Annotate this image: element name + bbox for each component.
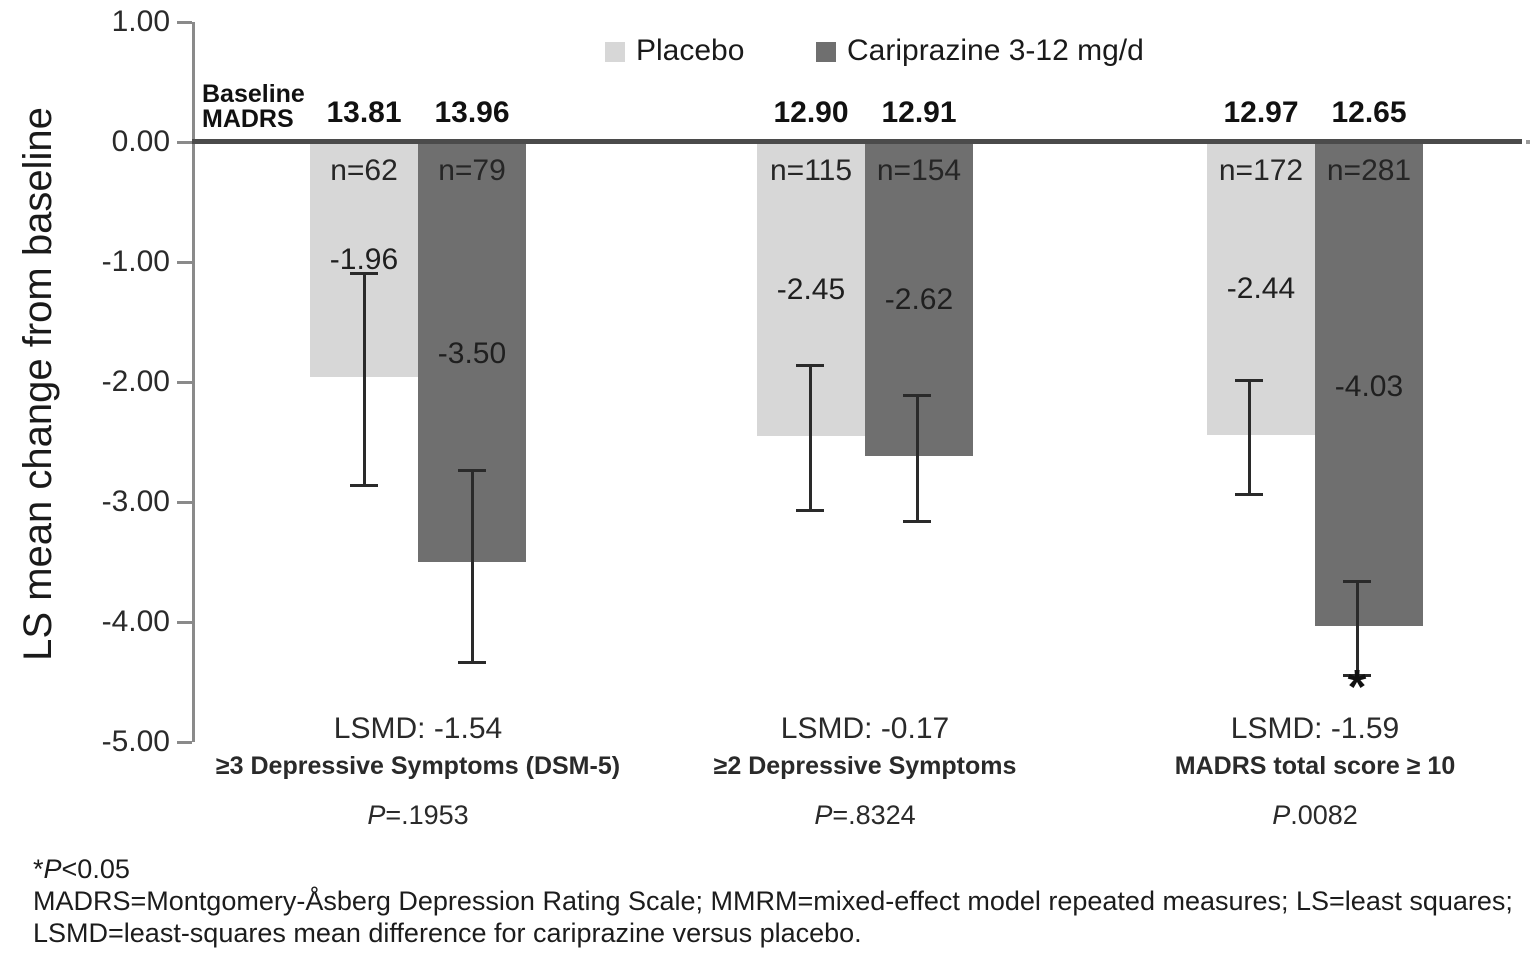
error-bar-top-cap <box>458 468 486 472</box>
n-label: n=115 <box>769 154 853 187</box>
y-tick-mark <box>177 381 192 384</box>
y-tick-label: 1.00 <box>111 5 170 38</box>
y-axis-line <box>192 22 195 742</box>
baseline-madrs-header-line: Baseline <box>202 80 305 108</box>
n-label: n=79 <box>438 154 506 187</box>
group-subgroup-label: MADRS total score ≥ 10 <box>1174 752 1456 780</box>
error-bar-bottom-cap <box>1343 673 1371 677</box>
error-bar-line <box>363 272 366 486</box>
y-tick-label: -3.00 <box>101 485 170 518</box>
bar-value-label: -2.45 <box>776 272 846 306</box>
bar-value-label: -4.03 <box>1334 369 1404 403</box>
y-tick-mark <box>177 501 192 504</box>
baseline-madrs-value: 12.97 <box>1223 96 1299 129</box>
error-bar-line <box>1248 379 1251 494</box>
legend-swatch-cariprazine <box>816 42 836 62</box>
error-bar-bottom-cap <box>1235 492 1263 496</box>
error-bar-line <box>916 395 919 522</box>
n-label: n=172 <box>1218 154 1304 187</box>
bar-value-label: -2.44 <box>1226 272 1296 306</box>
y-tick-label: -2.00 <box>101 365 170 398</box>
baseline-madrs-header: Baseline MADRS <box>202 82 305 132</box>
n-label: n=281 <box>1326 154 1412 187</box>
footnote-line: MADRS=Montgomery-Åsberg Depression Ratin… <box>33 886 1513 916</box>
bar-cariprazine <box>1315 144 1423 626</box>
error-bar-bottom-cap <box>350 484 378 488</box>
bar-placebo <box>1207 144 1315 435</box>
y-tick-label: -4.00 <box>101 605 170 638</box>
legend-label-cariprazine: Cariprazine 3-12 mg/d <box>847 34 1144 67</box>
zero-baseline-end-dash <box>1526 140 1530 144</box>
group-subgroup-label: ≥3 Depressive Symptoms (DSM-5) <box>215 752 621 780</box>
baseline-madrs-value: 12.65 <box>1331 96 1407 129</box>
significance-asterisk: * <box>1347 661 1367 714</box>
group-lsmd-label: LSMD: -1.59 <box>1230 712 1400 745</box>
n-label: n=62 <box>330 154 398 187</box>
legend-swatch-placebo <box>605 42 625 62</box>
group-p-value: P=.1953 <box>367 800 469 830</box>
y-tick-mark <box>177 261 192 264</box>
baseline-madrs-header-line: MADRS <box>202 105 294 133</box>
y-tick-label: -1.00 <box>101 245 170 278</box>
error-bar-bottom-cap <box>458 660 486 664</box>
bar-cariprazine <box>865 144 973 457</box>
footnote-line: *P<0.05 <box>33 854 130 884</box>
error-bar-bottom-cap <box>796 509 824 513</box>
group-subgroup-label: ≥2 Depressive Symptoms <box>713 752 1017 780</box>
error-bar-bottom-cap <box>903 520 931 524</box>
error-bar-line <box>1356 581 1359 675</box>
y-tick-mark <box>177 621 192 624</box>
n-label: n=154 <box>876 154 962 187</box>
group-p-value: P=.8324 <box>814 800 916 830</box>
error-bar-top-cap <box>350 271 378 275</box>
group-lsmd-label: LSMD: -0.17 <box>780 712 950 745</box>
baseline-madrs-value: 13.81 <box>326 96 402 129</box>
error-bar-top-cap <box>1235 378 1263 382</box>
zero-baseline-line <box>192 139 1522 144</box>
y-tick-label: 0.00 <box>111 125 170 158</box>
bar-value-label: -3.50 <box>437 337 507 371</box>
y-tick-label: -5.00 <box>101 725 170 758</box>
group-p-value: P.0082 <box>1272 800 1358 830</box>
error-bar-line <box>471 469 474 662</box>
y-tick-mark <box>177 141 192 144</box>
baseline-madrs-value: 12.90 <box>773 96 849 129</box>
bar-value-label: -2.62 <box>884 283 954 317</box>
baseline-madrs-value: 13.96 <box>434 96 510 129</box>
error-bar-top-cap <box>1343 580 1371 584</box>
error-bar-top-cap <box>796 364 824 368</box>
group-lsmd-label: LSMD: -1.54 <box>333 712 503 745</box>
error-bar-line <box>809 365 812 511</box>
baseline-madrs-value: 12.91 <box>881 96 957 129</box>
y-tick-mark <box>177 21 192 24</box>
y-tick-mark <box>177 741 192 744</box>
bar-value-label: -1.96 <box>329 242 399 276</box>
error-bar-top-cap <box>903 394 931 398</box>
footnote-line: LSMD=least-squares mean difference for c… <box>33 918 862 948</box>
legend-label-placebo: Placebo <box>636 34 745 67</box>
